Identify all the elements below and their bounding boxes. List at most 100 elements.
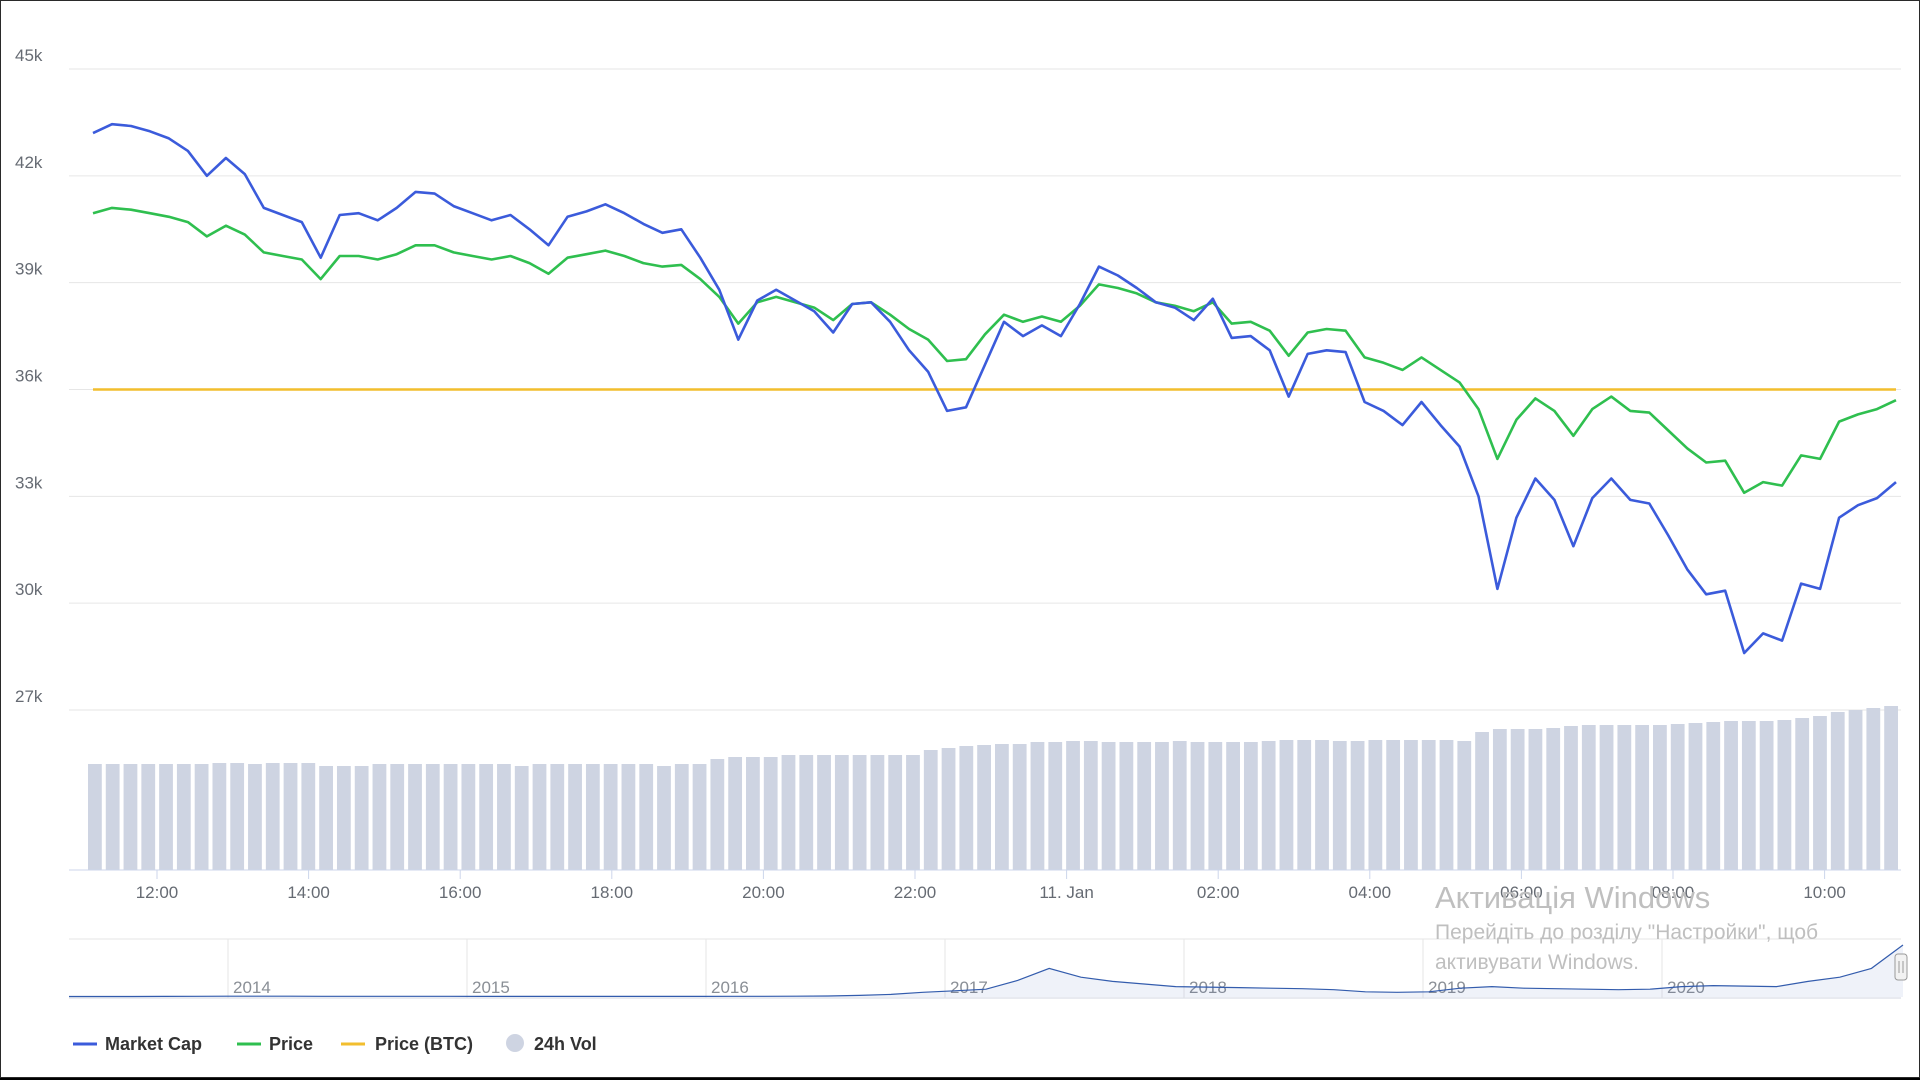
volume-bar[interactable] xyxy=(265,763,280,870)
volume-bar[interactable] xyxy=(194,764,209,870)
volume-bar[interactable] xyxy=(1670,724,1685,870)
series-line-market-cap[interactable] xyxy=(92,122,1897,655)
volume-bar[interactable] xyxy=(1421,740,1436,870)
volume-bar[interactable] xyxy=(514,766,529,870)
navigator-handle[interactable] xyxy=(1894,953,1908,981)
volume-bar[interactable] xyxy=(1884,706,1898,870)
volume-bar[interactable] xyxy=(105,764,120,870)
volume-bar[interactable] xyxy=(461,764,476,870)
volume-bar[interactable] xyxy=(657,766,671,870)
volume-bar[interactable] xyxy=(1012,744,1027,870)
volume-bar[interactable] xyxy=(1297,740,1312,870)
legend-item-24h-vol[interactable]: 24h Vol xyxy=(506,1034,597,1054)
volume-bar[interactable] xyxy=(1066,741,1080,870)
volume-bar[interactable] xyxy=(1564,726,1578,870)
volume-bar[interactable] xyxy=(692,764,707,870)
volume-bar[interactable] xyxy=(283,763,298,870)
volume-bar[interactable] xyxy=(1172,741,1187,870)
volume-bar[interactable] xyxy=(141,764,156,870)
volume-bar[interactable] xyxy=(834,755,849,870)
volume-bar[interactable] xyxy=(799,755,814,870)
volume-bar[interactable] xyxy=(763,757,778,870)
volume-bar[interactable] xyxy=(1813,716,1827,870)
volume-bar[interactable] xyxy=(408,764,422,870)
volume-bar[interactable] xyxy=(674,764,689,870)
volume-bar[interactable] xyxy=(1315,740,1329,870)
volume-bar[interactable] xyxy=(1101,742,1116,870)
volume-bar[interactable] xyxy=(728,757,743,870)
volume-bar[interactable] xyxy=(479,764,494,870)
volume-bar[interactable] xyxy=(1528,729,1543,870)
volume-bar[interactable] xyxy=(1866,708,1881,870)
volume-bar[interactable] xyxy=(1439,740,1454,870)
volume-bar[interactable] xyxy=(1030,742,1045,870)
volume-bar[interactable] xyxy=(123,764,138,870)
volume-bar[interactable] xyxy=(1350,741,1365,870)
volume-bar[interactable] xyxy=(390,764,405,870)
volume-bar[interactable] xyxy=(336,766,351,870)
volume-bar[interactable] xyxy=(88,764,102,870)
volume-bar[interactable] xyxy=(1457,741,1472,870)
volume-bar[interactable] xyxy=(1261,741,1276,870)
navigator[interactable]: 2014201520162017201820192020 xyxy=(69,938,1908,999)
volume-bar[interactable] xyxy=(1759,721,1774,870)
volume-bar[interactable] xyxy=(746,757,760,870)
volume-bar[interactable] xyxy=(1404,740,1418,870)
volume-bar[interactable] xyxy=(941,748,956,870)
volume-bar[interactable] xyxy=(1599,725,1614,870)
volume-bar[interactable] xyxy=(1795,718,1810,870)
volume-bar[interactable] xyxy=(301,763,316,870)
volume-bar[interactable] xyxy=(1741,721,1756,870)
volume-bar[interactable] xyxy=(212,763,227,870)
volume-bar[interactable] xyxy=(1368,740,1383,870)
volume-bar[interactable] xyxy=(1635,725,1650,870)
legend-item-price-btc[interactable]: Price (BTC) xyxy=(341,1034,473,1054)
volume-bar[interactable] xyxy=(1386,740,1401,870)
volume-bar[interactable] xyxy=(354,766,369,870)
volume-bar[interactable] xyxy=(1226,742,1240,870)
volume-bar[interactable] xyxy=(1492,729,1507,870)
volume-bar[interactable] xyxy=(817,755,831,870)
volume-bar[interactable] xyxy=(319,766,333,870)
volume-bar[interactable] xyxy=(550,764,565,870)
volume-bar[interactable] xyxy=(1243,742,1258,870)
series-lines[interactable] xyxy=(92,122,1897,655)
volume-bar[interactable] xyxy=(1830,712,1845,870)
volume-bar[interactable] xyxy=(1653,725,1667,870)
volume-bar[interactable] xyxy=(1048,742,1063,870)
volume-bar[interactable] xyxy=(1208,742,1223,870)
volume-bar[interactable] xyxy=(1119,742,1134,870)
series-line-price[interactable] xyxy=(92,206,1897,495)
volume-bar[interactable] xyxy=(1332,741,1347,870)
legend-item-price[interactable]: Price xyxy=(237,1034,313,1054)
volume-bar[interactable] xyxy=(852,755,867,870)
volume-bar[interactable] xyxy=(1617,725,1632,870)
volume-bar[interactable] xyxy=(1546,728,1561,870)
volume-bar[interactable] xyxy=(425,764,440,870)
volume-bar[interactable] xyxy=(1848,710,1863,870)
volume-bar[interactable] xyxy=(888,755,903,870)
volume-bar[interactable] xyxy=(372,764,387,870)
volume-bar[interactable] xyxy=(1777,720,1792,870)
volume-bar[interactable] xyxy=(1706,722,1721,870)
volume-bar[interactable] xyxy=(568,764,582,870)
volume-bar[interactable] xyxy=(532,764,547,870)
volume-bar[interactable] xyxy=(621,764,636,870)
volume-bar[interactable] xyxy=(1279,740,1294,870)
volume-bar[interactable] xyxy=(995,744,1009,870)
volume-bar[interactable] xyxy=(1724,721,1738,870)
volume-bar[interactable] xyxy=(959,746,974,870)
volume-bar[interactable] xyxy=(443,764,458,870)
volume-bar[interactable] xyxy=(159,764,173,870)
volume-bar[interactable] xyxy=(906,755,920,870)
volume-bar[interactable] xyxy=(1510,729,1525,870)
volume-bar[interactable] xyxy=(230,763,245,870)
volume-bar[interactable] xyxy=(603,764,618,870)
volume-bar[interactable] xyxy=(497,764,511,870)
volume-bars[interactable] xyxy=(88,706,1898,870)
volume-bar[interactable] xyxy=(1137,742,1152,870)
volume-bar[interactable] xyxy=(585,764,600,870)
volume-bar[interactable] xyxy=(176,764,191,870)
volume-bar[interactable] xyxy=(1475,732,1489,870)
